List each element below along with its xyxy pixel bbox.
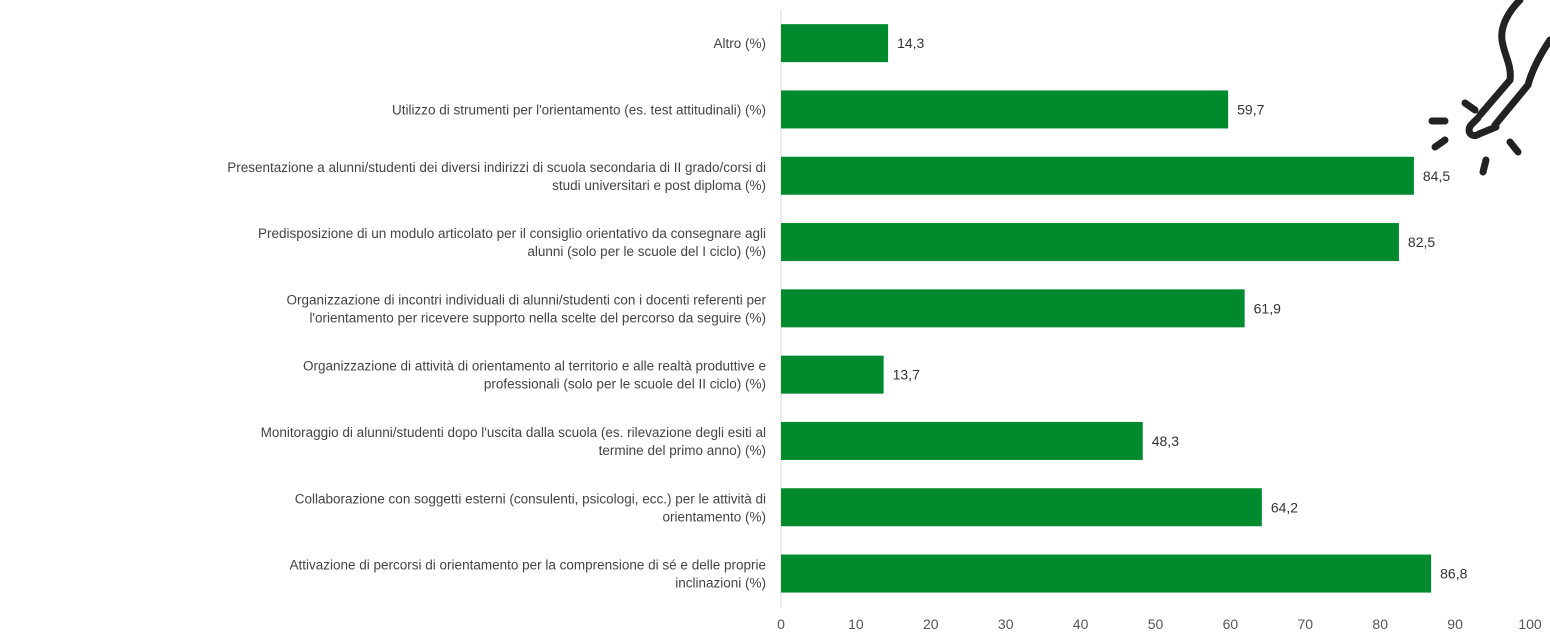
bar (781, 156, 1414, 195)
category-label: Presentazione a alunni/studenti dei dive… (227, 160, 766, 175)
lightbulb-icon (1428, 0, 1550, 176)
x-tick-label: 70 (1298, 616, 1314, 632)
bar (781, 223, 1399, 262)
bar-value-label: 86,8 (1440, 566, 1467, 582)
x-tick-label: 80 (1372, 616, 1388, 632)
bar (781, 421, 1143, 460)
category-label: Attivazione di percorsi di orientamento … (289, 558, 766, 573)
x-tick-label: 90 (1447, 616, 1463, 632)
bar (781, 24, 889, 63)
category-label: Utilizzo di strumenti per l'orientamento… (392, 102, 766, 117)
bar-value-label: 82,5 (1408, 234, 1435, 250)
x-tick-label: 60 (1223, 616, 1239, 632)
category-label: alunni (solo per le scuole del I ciclo) … (527, 244, 766, 259)
bar-value-label: 64,2 (1271, 499, 1298, 515)
x-tick-label: 100 (1518, 616, 1542, 632)
bar-value-label: 59,7 (1237, 101, 1264, 117)
bar-value-label: 13,7 (893, 367, 920, 383)
category-label: studi universitari e post diploma (%) (552, 178, 766, 193)
bar-value-label: 84,5 (1423, 168, 1450, 184)
x-tick-label: 30 (998, 616, 1014, 632)
bar-value-label: 48,3 (1152, 433, 1179, 449)
category-label: Collaborazione con soggetti esterni (con… (295, 491, 766, 506)
x-tick-label: 10 (848, 616, 864, 632)
category-label: Organizzazione di incontri individuali d… (286, 292, 766, 307)
x-tick-label: 50 (1148, 616, 1164, 632)
category-label: Predisposizione di un modulo articolato … (258, 226, 766, 241)
x-tick-label: 40 (1073, 616, 1089, 632)
bar-value-label: 61,9 (1254, 300, 1281, 316)
bar (781, 488, 1262, 527)
category-label: termine del primo anno) (%) (599, 443, 766, 458)
category-label: Altro (%) (713, 36, 766, 51)
bar (781, 554, 1432, 593)
bar (781, 355, 884, 394)
category-label: professionali (solo per le scuole del II… (484, 377, 766, 392)
x-tick-label: 20 (923, 616, 939, 632)
x-tick-label: 0 (777, 616, 785, 632)
bar-value-label: 14,3 (897, 35, 924, 51)
category-label: orientamento (%) (662, 509, 766, 524)
category-label: Organizzazione di attività di orientamen… (303, 359, 766, 374)
category-label: inclinazioni (%) (675, 576, 766, 591)
category-label: l'orientamento per ricevere supporto nel… (309, 310, 766, 325)
bar (781, 90, 1229, 129)
category-label: Monitoraggio di alunni/studenti dopo l'u… (261, 425, 766, 440)
bar (781, 289, 1245, 328)
